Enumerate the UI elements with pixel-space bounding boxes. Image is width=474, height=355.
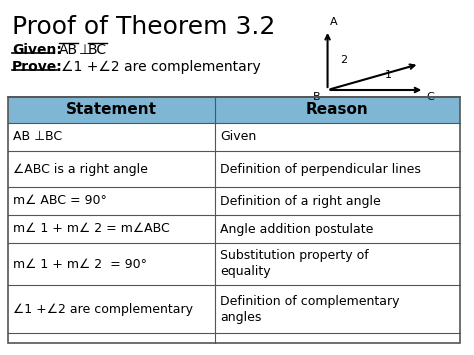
Text: equality: equality — [220, 266, 271, 279]
Bar — [8, 187, 460, 215]
Text: C: C — [426, 92, 434, 102]
Text: Proof of Theorem 3.2: Proof of Theorem 3.2 — [12, 15, 275, 39]
Bar — [215, 97, 460, 123]
Text: Definition of a right angle: Definition of a right angle — [220, 195, 381, 208]
Bar — [8, 151, 460, 187]
Text: AB ⊥BC: AB ⊥BC — [13, 131, 62, 143]
Text: m∠ 1 + m∠ 2  = 90°: m∠ 1 + m∠ 2 = 90° — [13, 257, 147, 271]
Text: Reason: Reason — [306, 103, 369, 118]
Bar — [8, 285, 460, 333]
Text: Definition of perpendicular lines: Definition of perpendicular lines — [220, 163, 421, 175]
Text: ∠1 +∠2 are complementary: ∠1 +∠2 are complementary — [61, 60, 261, 74]
Text: m∠ 1 + m∠ 2 = m∠ABC: m∠ 1 + m∠ 2 = m∠ABC — [13, 223, 170, 235]
Text: BC: BC — [88, 43, 107, 57]
Text: 2: 2 — [340, 55, 347, 65]
Text: AB: AB — [59, 43, 78, 57]
Text: 1: 1 — [385, 70, 392, 80]
Bar — [8, 123, 460, 151]
Text: ⊥: ⊥ — [79, 43, 91, 57]
Text: Given: Given — [220, 131, 256, 143]
Text: ∠ABC is a right angle: ∠ABC is a right angle — [13, 163, 148, 175]
Text: ∠1 +∠2 are complementary: ∠1 +∠2 are complementary — [13, 302, 193, 316]
Text: Angle addition postulate: Angle addition postulate — [220, 223, 374, 235]
Text: B: B — [313, 92, 320, 102]
Text: Given:: Given: — [12, 43, 62, 57]
Text: Definition of complementary: Definition of complementary — [220, 295, 400, 307]
Text: Statement: Statement — [66, 103, 157, 118]
Bar — [8, 97, 215, 123]
Text: Substitution property of: Substitution property of — [220, 250, 369, 262]
Text: Prove:: Prove: — [12, 60, 63, 74]
Bar — [8, 215, 460, 243]
Text: angles: angles — [220, 311, 261, 323]
Text: A: A — [329, 17, 337, 27]
Text: m∠ ABC = 90°: m∠ ABC = 90° — [13, 195, 107, 208]
Bar — [8, 243, 460, 285]
Bar — [8, 97, 460, 343]
